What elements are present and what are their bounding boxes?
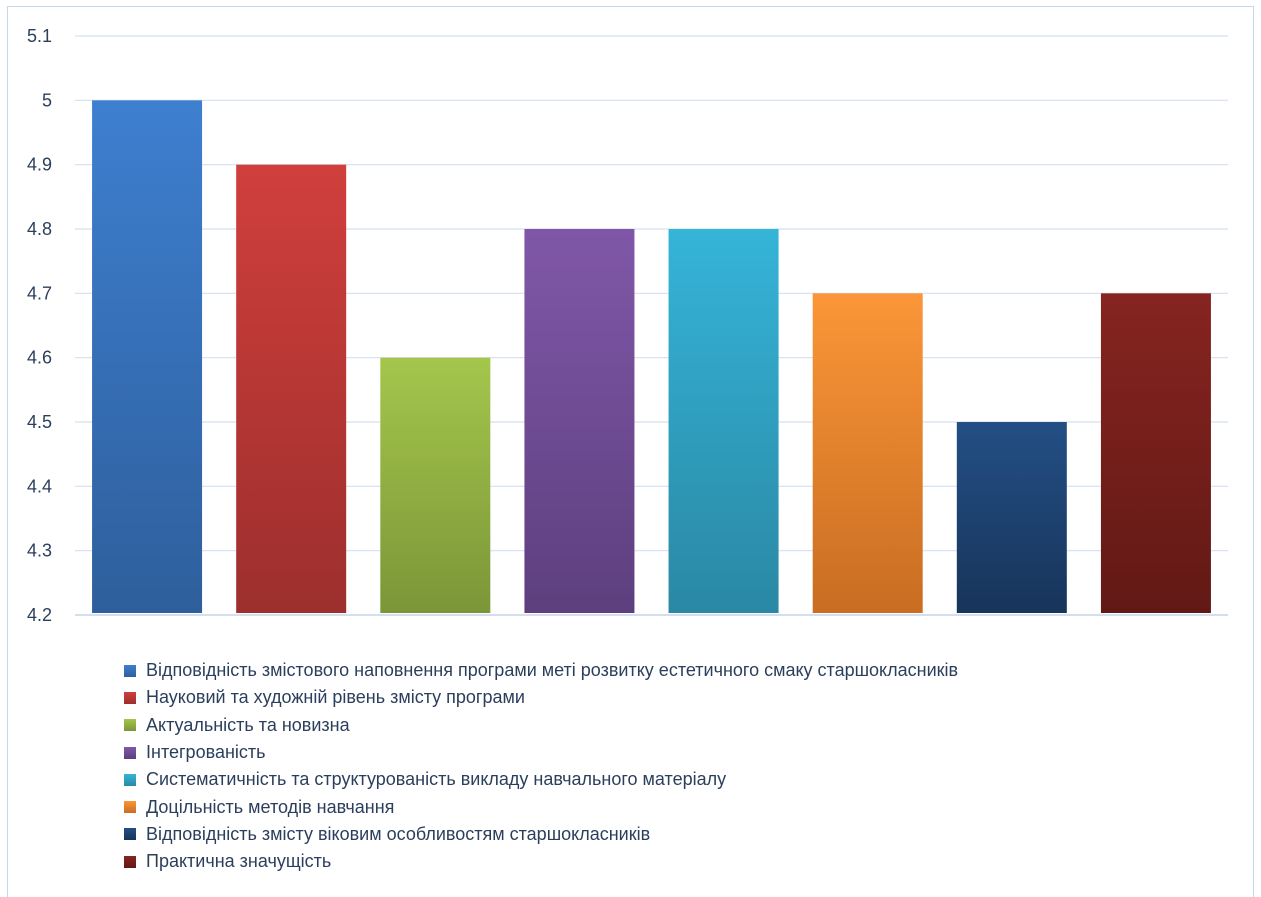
y-tick-label: 5	[42, 90, 52, 110]
bar-6	[812, 293, 923, 613]
bar-2	[236, 164, 347, 613]
legend-item: Інтегрованість	[124, 739, 958, 766]
legend-label: Відповідність змістового наповнення прог…	[146, 660, 959, 681]
bar-3	[380, 357, 491, 613]
bar-5	[668, 229, 779, 613]
bar-1	[92, 100, 203, 614]
bar-4	[524, 229, 635, 613]
y-tick-label: 4.9	[27, 155, 52, 175]
legend-swatch	[124, 746, 136, 759]
y-tick-label: 4.5	[27, 412, 52, 432]
legend-swatch	[124, 664, 136, 677]
bar-7	[956, 422, 1067, 613]
legend-swatch	[124, 801, 136, 814]
legend-label: Інтегрованість	[146, 742, 266, 763]
bar-8	[1100, 293, 1211, 613]
legend-item: Відповідність змістового наповнення прог…	[124, 657, 958, 684]
legend-swatch	[124, 828, 136, 841]
legend: Відповідність змістового наповнення прог…	[124, 657, 958, 875]
legend-label: Доцільність методів навчання	[146, 796, 395, 817]
y-axis-tick-labels: 4.2 4.3 4.4 4.5 4.6 4.7 4.8 4.9 5 5.1	[27, 26, 52, 625]
legend-swatch	[124, 719, 136, 732]
legend-label: Відповідність змісту віковим особливостя…	[146, 823, 651, 844]
y-tick-label: 4.7	[27, 283, 52, 303]
legend-item: Доцільність методів навчання	[124, 793, 958, 820]
legend-item: Практична значущість	[124, 848, 958, 875]
bars	[92, 100, 1211, 614]
legend-label: Актуальність та новизна	[146, 714, 350, 735]
y-tick-label: 4.3	[27, 541, 52, 561]
y-tick-label: 4.6	[27, 348, 52, 368]
legend-label: Науковий та художній рівень змісту прогр…	[146, 687, 525, 708]
y-tick-label: 5.1	[27, 26, 52, 46]
y-tick-label: 4.2	[27, 605, 52, 625]
legend-item: Актуальність та новизна	[124, 712, 958, 739]
y-tick-label: 4.8	[27, 219, 52, 239]
bar-chart: 4.2 4.3 4.4 4.5 4.6 4.7 4.8 4.9 5 5.1	[27, 26, 1228, 625]
legend-swatch	[124, 691, 136, 704]
legend-swatch	[124, 773, 136, 786]
legend-item: Відповідність змісту віковим особливостя…	[124, 821, 958, 848]
legend-label: Практична значущість	[146, 851, 332, 872]
y-tick-label: 4.4	[27, 476, 52, 496]
legend-label: Систематичність та структурованість викл…	[146, 769, 727, 790]
legend-item: Систематичність та структурованість викл…	[124, 766, 958, 793]
legend-item: Науковий та художній рівень змісту прогр…	[124, 684, 958, 711]
legend-swatch	[124, 855, 136, 868]
